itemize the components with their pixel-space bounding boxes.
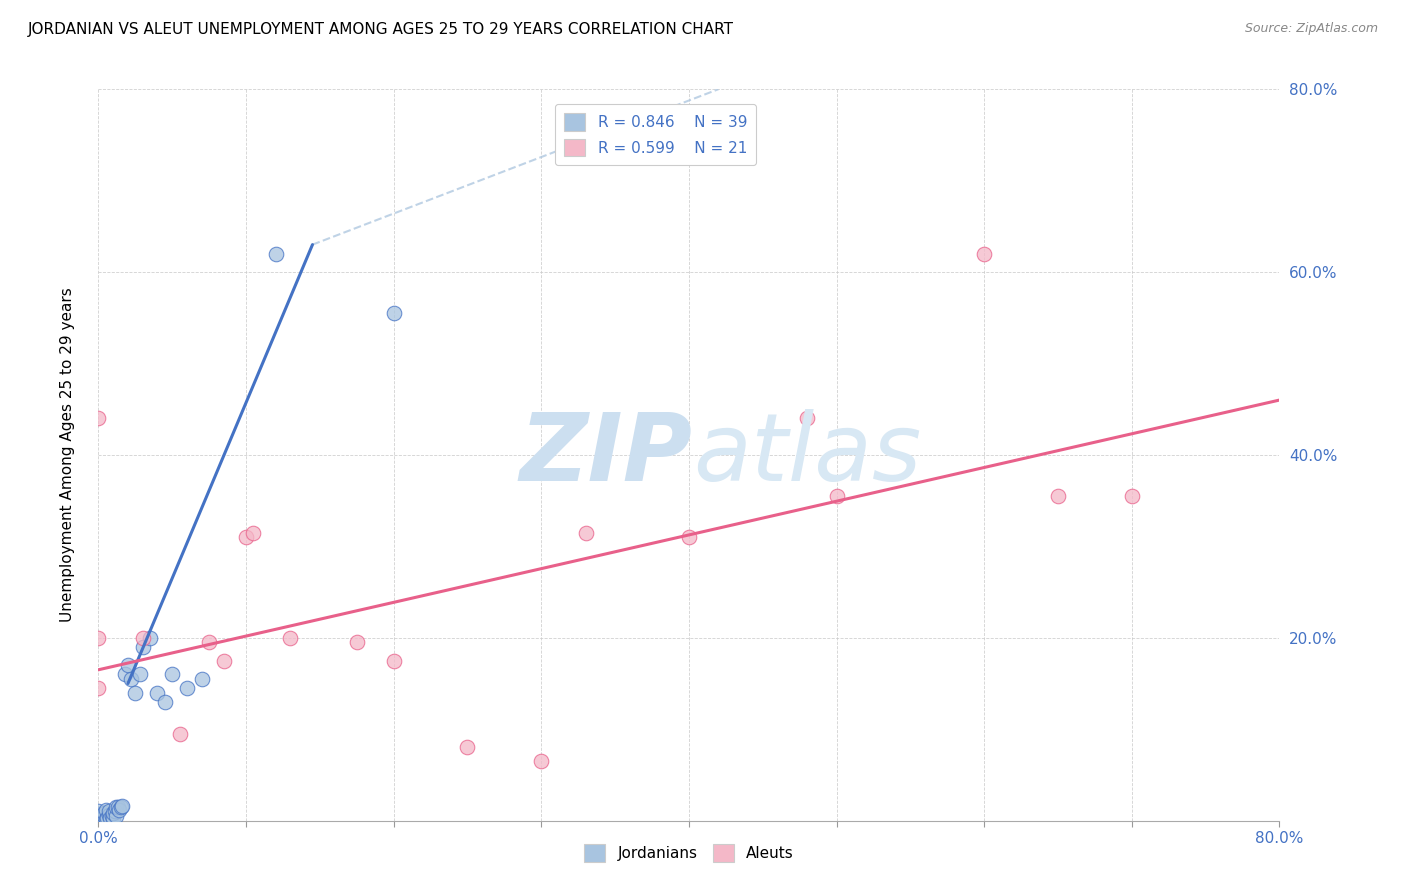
Point [100, 809, 122, 823]
Point [87, 631, 110, 645]
Point [87, 814, 110, 828]
Point [132, 640, 155, 654]
Point [973, 246, 995, 260]
Text: atlas: atlas [693, 409, 921, 500]
Point [132, 631, 155, 645]
Point [97, 808, 120, 822]
Point [103, 806, 125, 821]
Point [169, 727, 191, 741]
Point [87, 805, 110, 819]
Point [108, 803, 131, 817]
Point [1046, 489, 1069, 503]
Point [825, 489, 848, 503]
Point [87, 411, 110, 425]
Point [162, 667, 183, 681]
Point [346, 635, 368, 649]
Point [104, 805, 127, 819]
Point [678, 530, 700, 544]
Point [94, 803, 117, 817]
Point [235, 530, 257, 544]
Point [103, 811, 125, 825]
Point [212, 654, 235, 668]
Point [153, 695, 176, 709]
Point [111, 799, 134, 814]
Point [105, 800, 128, 814]
Point [91, 811, 114, 825]
Point [87, 807, 110, 822]
Point [93, 809, 115, 823]
Point [146, 685, 169, 699]
Point [530, 754, 553, 768]
Point [456, 740, 478, 755]
Point [382, 306, 405, 320]
Point [128, 667, 150, 681]
Point [120, 672, 142, 686]
Point [107, 800, 129, 814]
Point [124, 685, 146, 699]
Text: Source: ZipAtlas.com: Source: ZipAtlas.com [1244, 22, 1378, 36]
Point [574, 525, 596, 540]
Point [176, 681, 198, 695]
Point [87, 809, 110, 823]
Point [117, 658, 139, 673]
Legend: Jordanians, Aleuts: Jordanians, Aleuts [578, 838, 800, 868]
Point [198, 635, 221, 649]
Point [264, 246, 287, 260]
Point [87, 811, 110, 825]
Text: ZIP: ZIP [520, 409, 693, 501]
Point [90, 814, 112, 828]
Point [94, 812, 117, 826]
Y-axis label: Unemployment Among Ages 25 to 29 years: Unemployment Among Ages 25 to 29 years [60, 287, 75, 623]
Point [139, 631, 162, 645]
Point [96, 811, 118, 825]
Point [242, 525, 264, 540]
Point [87, 681, 110, 695]
Point [93, 806, 115, 821]
Point [1121, 489, 1143, 503]
Point [110, 800, 132, 814]
Point [97, 805, 120, 819]
Point [191, 672, 214, 686]
Point [278, 631, 302, 645]
Point [105, 809, 128, 823]
Point [796, 411, 818, 425]
Point [98, 811, 121, 825]
Point [382, 654, 405, 668]
Point [114, 667, 136, 681]
Text: JORDANIAN VS ALEUT UNEMPLOYMENT AMONG AGES 25 TO 29 YEARS CORRELATION CHART: JORDANIAN VS ALEUT UNEMPLOYMENT AMONG AG… [28, 22, 734, 37]
